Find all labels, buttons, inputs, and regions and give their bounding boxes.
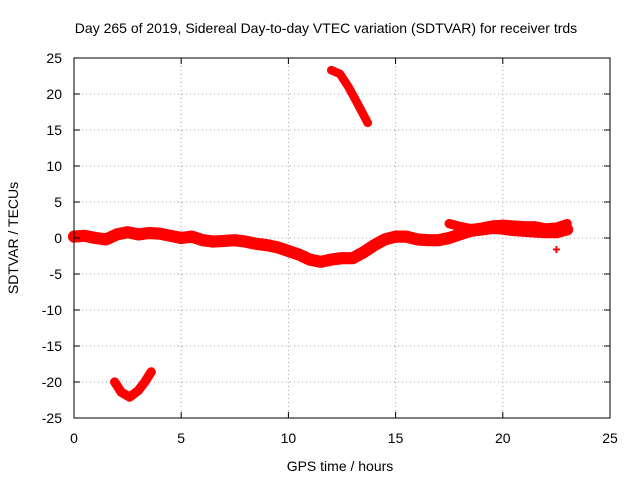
data-point bbox=[445, 220, 453, 228]
data-point bbox=[124, 228, 132, 236]
y-tick-label: -20 bbox=[42, 374, 62, 390]
y-tick-label: -25 bbox=[42, 410, 62, 426]
data-point bbox=[156, 230, 164, 238]
x-tick-label: 15 bbox=[388, 430, 404, 446]
data-point bbox=[147, 368, 155, 376]
data-point bbox=[445, 234, 453, 242]
data-point bbox=[263, 241, 271, 249]
y-tick-label: -15 bbox=[42, 338, 62, 354]
data-point bbox=[424, 236, 432, 244]
data-point bbox=[499, 220, 507, 228]
data-point bbox=[231, 236, 239, 244]
series-line-3 bbox=[110, 367, 156, 402]
data-point bbox=[199, 236, 207, 244]
data-point bbox=[552, 246, 560, 254]
y-tick-label: 25 bbox=[46, 50, 62, 66]
data-point bbox=[126, 393, 134, 401]
x-axis-label: GPS time / hours bbox=[287, 458, 394, 474]
y-tick-label: 5 bbox=[54, 194, 62, 210]
x-tick-label: 10 bbox=[281, 430, 297, 446]
data-point bbox=[145, 229, 153, 237]
data-point bbox=[134, 230, 142, 238]
grid-lines bbox=[74, 58, 610, 418]
data-point bbox=[209, 238, 217, 246]
data-point bbox=[531, 222, 539, 230]
series-line-2 bbox=[327, 65, 372, 128]
data-point bbox=[402, 233, 410, 241]
data-point bbox=[359, 248, 367, 256]
y-tick-label: -10 bbox=[42, 302, 62, 318]
data-point bbox=[364, 119, 372, 127]
y-tick-label: 20 bbox=[46, 86, 62, 102]
data-point bbox=[274, 243, 282, 251]
x-tick-label: 20 bbox=[495, 430, 511, 446]
data-point bbox=[81, 232, 89, 240]
data-point bbox=[113, 230, 121, 238]
data-point bbox=[336, 70, 344, 78]
data-point bbox=[91, 234, 99, 242]
data-point bbox=[284, 247, 292, 255]
y-axis-label: SDTVAR / TECUs bbox=[5, 182, 21, 294]
data-point bbox=[344, 83, 352, 91]
data-point bbox=[338, 254, 346, 262]
data-point bbox=[252, 240, 260, 248]
data-point bbox=[188, 233, 196, 241]
y-tick-label: 0 bbox=[54, 230, 62, 246]
axis-ticks: 0 5 10 15 20 25 -25 -20 -15 -10 -5 0 5 10 15 20 25 bbox=[42, 50, 618, 446]
data-point bbox=[102, 235, 110, 243]
data-point bbox=[166, 232, 174, 240]
data-point bbox=[177, 234, 185, 242]
data-point bbox=[563, 220, 571, 228]
y-tick-label: 10 bbox=[46, 158, 62, 174]
x-tick-label: 0 bbox=[70, 430, 78, 446]
data-point bbox=[510, 221, 518, 229]
data-point bbox=[349, 254, 357, 262]
chart-title: Day 265 of 2019, Sidereal Day-to-day VTE… bbox=[75, 20, 577, 36]
data-point bbox=[413, 235, 421, 243]
data-point bbox=[552, 223, 560, 231]
data-point bbox=[370, 241, 378, 249]
data-point bbox=[317, 258, 325, 266]
x-tick-label: 25 bbox=[602, 430, 618, 446]
data-point bbox=[542, 224, 550, 232]
data-point bbox=[392, 233, 400, 241]
data-point bbox=[467, 225, 475, 233]
x-tick-label: 5 bbox=[177, 430, 185, 446]
data-point bbox=[242, 238, 250, 246]
data-point bbox=[381, 235, 389, 243]
data-point bbox=[477, 223, 485, 231]
data-point bbox=[117, 388, 125, 396]
data-point bbox=[295, 251, 303, 259]
data-point bbox=[520, 222, 528, 230]
data-point bbox=[353, 99, 361, 107]
data-point bbox=[488, 221, 496, 229]
y-tick-label: 15 bbox=[46, 122, 62, 138]
data-point bbox=[134, 387, 142, 395]
data-point bbox=[220, 237, 228, 245]
series-line-1 bbox=[444, 218, 572, 234]
data-point bbox=[456, 230, 464, 238]
data-point bbox=[327, 256, 335, 264]
data-point bbox=[306, 256, 314, 264]
data-series bbox=[67, 65, 574, 402]
data-point bbox=[141, 378, 149, 386]
data-point bbox=[327, 66, 335, 74]
data-point bbox=[434, 236, 442, 244]
data-point bbox=[456, 222, 464, 230]
data-point bbox=[111, 378, 119, 386]
y-tick-label: -5 bbox=[50, 266, 63, 282]
